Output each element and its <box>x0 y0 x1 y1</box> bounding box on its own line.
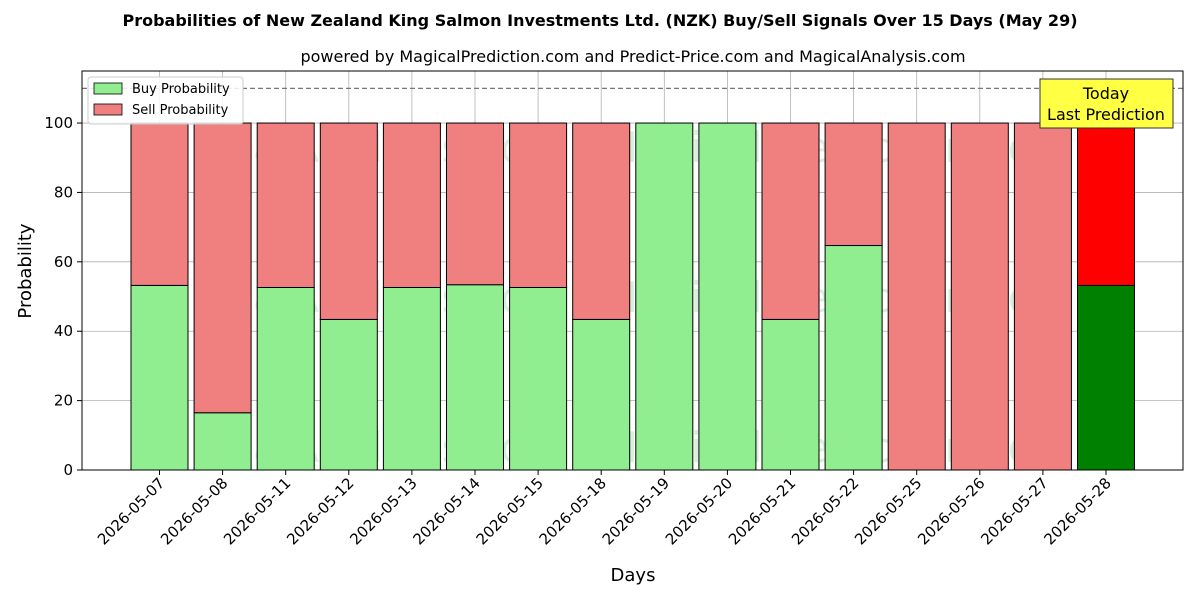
bar-buy <box>193 412 252 471</box>
bar-sell <box>572 122 631 320</box>
bar-buy <box>382 287 441 471</box>
today-annotation-box <box>1039 78 1174 129</box>
legend-label-sell: Sell Probability <box>132 103 229 118</box>
x-tick-label: 2026-05-26 <box>914 474 988 548</box>
bar-buy <box>824 245 883 471</box>
bar-buy <box>635 122 694 471</box>
y-tick-label: 0 <box>63 461 73 479</box>
y-tick-label: 100 <box>44 114 73 132</box>
today-annotation-line2: Last Prediction <box>1047 105 1165 124</box>
x-tick-label: 2026-05-28 <box>1040 474 1114 548</box>
x-tick-label: 2026-05-20 <box>662 474 736 548</box>
bar-buy <box>1077 284 1135 471</box>
bar-sell <box>509 122 568 289</box>
bar-buy <box>130 284 189 471</box>
x-axis-label: Days <box>611 565 656 586</box>
x-tick-label: 2026-05-11 <box>220 474 294 548</box>
y-tick-label: 60 <box>54 253 73 271</box>
today-annotation-line1: Today <box>1082 84 1129 103</box>
y-axis-label: Probability <box>15 223 36 318</box>
x-tick-label: 2026-05-12 <box>283 474 357 548</box>
x-tick-label: 2026-05-21 <box>725 474 799 548</box>
x-tick-label: 2026-05-13 <box>346 474 420 548</box>
bar-sell <box>319 122 378 320</box>
bar-sell <box>1077 122 1135 286</box>
bar-sell <box>256 122 315 289</box>
legend-box <box>87 76 244 125</box>
bar-sell <box>382 122 441 289</box>
x-tick-label: 2026-05-08 <box>157 474 231 548</box>
x-tick-label: 2026-05-19 <box>599 474 673 548</box>
legend-label-buy: Buy Probability <box>132 82 230 97</box>
bar-buy <box>319 318 378 471</box>
chart-subtitle: powered by MagicalPrediction.com and Pre… <box>300 47 965 66</box>
x-tick-label: 2026-05-14 <box>409 474 483 548</box>
bars-layer <box>130 122 1135 471</box>
bar-buy <box>446 284 504 471</box>
x-tick-label: 2026-05-22 <box>788 474 862 548</box>
y-tick-label: 40 <box>54 322 73 340</box>
bar-buy <box>572 318 631 471</box>
bar-buy <box>256 287 315 471</box>
x-tick-label: 2026-05-25 <box>851 474 925 548</box>
bar-sell <box>824 122 883 247</box>
legend: Buy Probability Sell Probability <box>87 76 244 125</box>
bar-sell <box>130 122 189 286</box>
y-tick-label: 20 <box>54 392 73 410</box>
bar-sell <box>950 122 1009 471</box>
x-tick-label: 2026-05-07 <box>94 474 168 548</box>
bar-buy <box>509 287 568 471</box>
today-annotation: Today Last Prediction <box>1039 78 1174 129</box>
y-tick-label: 80 <box>54 183 73 201</box>
legend-swatch-sell <box>93 103 123 116</box>
bar-sell <box>1013 122 1072 471</box>
x-tick-label: 2026-05-15 <box>473 474 547 548</box>
x-tick-label: 2026-05-27 <box>977 474 1051 548</box>
chart-title: Probabilities of New Zealand King Salmon… <box>122 11 1077 30</box>
x-ticks: 2026-05-072026-05-082026-05-112026-05-12… <box>94 470 1115 548</box>
legend-swatch-buy <box>93 82 123 95</box>
x-tick-label: 2026-05-18 <box>536 474 610 548</box>
plot-frame <box>81 70 1184 471</box>
bar-buy <box>761 318 820 471</box>
bar-buy <box>698 122 757 471</box>
bar-sell <box>887 122 946 471</box>
bar-sell <box>446 122 504 286</box>
y-ticks: 0 20 40 60 80 100 <box>44 114 82 479</box>
bar-sell <box>761 122 820 320</box>
bar-sell <box>193 122 252 414</box>
